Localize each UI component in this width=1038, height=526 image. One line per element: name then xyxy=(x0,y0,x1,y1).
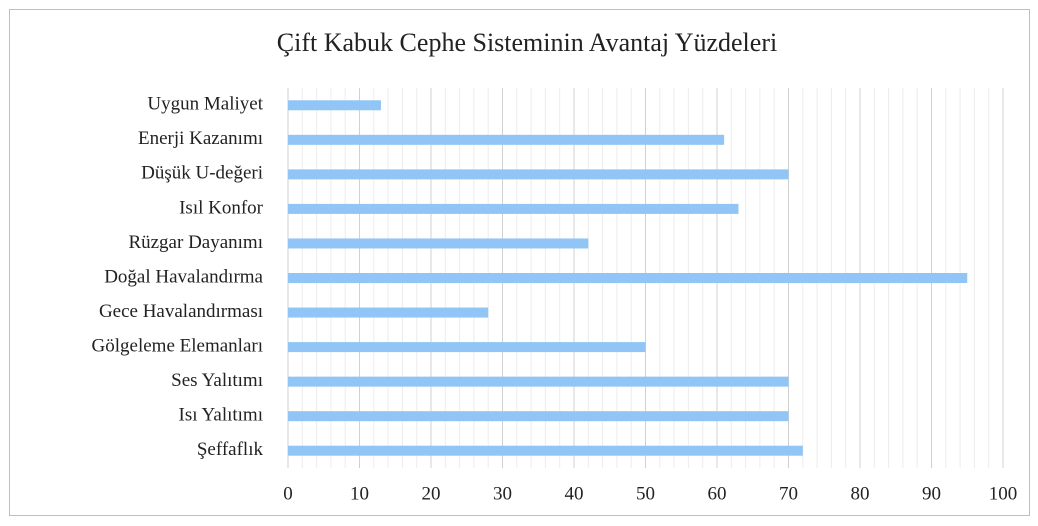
y-tick-label: Isı Yalıtımı xyxy=(179,405,263,426)
x-tick-label: 70 xyxy=(779,483,798,504)
bar xyxy=(288,307,489,318)
x-tick-label: 20 xyxy=(422,483,441,504)
y-tick-label: Doğal Havalandırma xyxy=(104,266,263,287)
x-tick-label: 30 xyxy=(493,483,512,504)
x-tick-label: 50 xyxy=(636,483,655,504)
y-tick-label: Rüzgar Dayanımı xyxy=(128,232,263,253)
x-tick-label: 40 xyxy=(565,483,584,504)
bar xyxy=(288,445,803,456)
x-tick-label: 80 xyxy=(851,483,870,504)
x-tick-label: 90 xyxy=(922,483,941,504)
y-tick-label: Gece Havalandırması xyxy=(99,301,263,322)
y-tick-label: Uygun Maliyet xyxy=(147,94,263,115)
bar xyxy=(288,411,789,422)
y-tick-label: Gölgeleme Elemanları xyxy=(92,335,263,356)
bar xyxy=(288,100,381,111)
bar xyxy=(288,273,968,283)
y-tick-label: Isıl Konfor xyxy=(179,197,264,218)
x-tick-label: 60 xyxy=(708,483,727,504)
y-tick-label: Ses Yalıtımı xyxy=(171,370,263,391)
y-tick-label: Düşük U-değeri xyxy=(141,163,263,184)
bar xyxy=(288,203,739,214)
chart-frame xyxy=(9,9,1030,516)
bar xyxy=(288,376,789,387)
bar xyxy=(288,134,725,145)
bar xyxy=(288,238,589,249)
y-tick-label: Enerji Kazanımı xyxy=(138,128,263,149)
bar xyxy=(288,342,646,353)
x-tick-label: 0 xyxy=(283,483,293,504)
y-tick-label: Şeffaflık xyxy=(197,439,264,460)
x-tick-label: 10 xyxy=(350,483,369,504)
x-tick-label: 100 xyxy=(989,483,1018,504)
bar xyxy=(288,169,789,180)
chart-title: Çift Kabuk Cephe Sisteminin Avantaj Yüzd… xyxy=(277,28,777,57)
